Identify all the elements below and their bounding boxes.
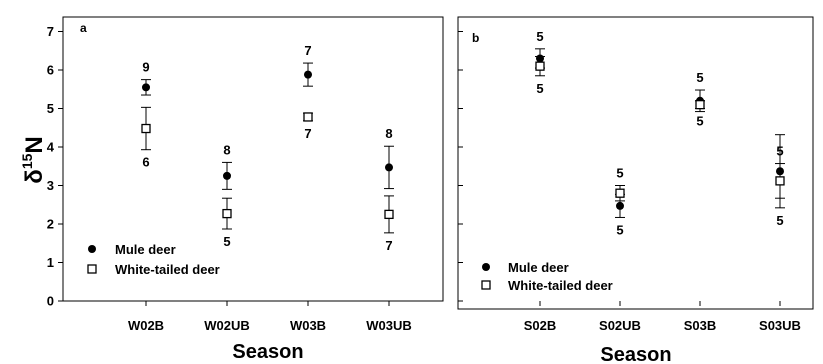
legend-mule-deer-label: Mule deer: [115, 242, 176, 257]
panel-a-letter: a: [80, 21, 87, 35]
point-white-tailed-deer: [535, 61, 545, 71]
y-tick-label: 4: [47, 140, 55, 155]
point-white-tailed-deer: [222, 208, 232, 219]
panel-a: a 0 1 2 3 4 5 6 7 W02B W02UB W03B W03UB 9 8 7 8 6 5 7 7 M…: [47, 16, 444, 333]
point-mule-deer: [223, 171, 231, 180]
panel-a-legend: Mule deer White-tailed deer: [87, 242, 220, 277]
x-tick-label: W02UB: [204, 318, 250, 333]
point-mule-deer: [304, 70, 312, 79]
panel-a-x-axis: W02B W02UB W03B W03UB: [128, 301, 412, 333]
point-white-tailed-deer: [384, 209, 394, 220]
legend-mule-deer-marker: [88, 245, 96, 253]
panel-b-letter: b: [472, 31, 479, 45]
sample-size-label: 7: [304, 43, 311, 58]
x-tick-label: W03B: [290, 318, 326, 333]
panel-a-y-axis: 0 1 2 3 4 5 6 7: [47, 24, 63, 309]
point-white-tailed-deer: [615, 188, 625, 198]
legend-white-tailed-deer-label: White-tailed deer: [508, 278, 613, 293]
sample-size-label: 5: [696, 114, 703, 129]
y-tick-label: 0: [47, 294, 54, 309]
panel-b-x-axis-title: Season: [600, 344, 671, 364]
sample-size-label: 8: [385, 126, 392, 141]
sample-size-label: 8: [223, 142, 230, 157]
legend-white-tailed-deer-label: White-tailed deer: [115, 262, 220, 277]
x-tick-label: S03UB: [759, 318, 801, 333]
point-mule-deer: [385, 163, 393, 172]
point-white-tailed-deer: [141, 123, 151, 134]
x-tick-label: S02B: [524, 318, 557, 333]
panel-b-legend: Mule deer White-tailed deer: [481, 260, 613, 293]
sample-size-label: 9: [142, 60, 149, 75]
sample-size-label: 5: [696, 70, 703, 85]
y-tick-label: 3: [47, 178, 54, 193]
sample-size-label: 5: [536, 29, 543, 44]
x-tick-label: W02B: [128, 318, 164, 333]
y-tick-label: 5: [47, 101, 54, 116]
x-tick-label: W03UB: [366, 318, 412, 333]
point-white-tailed-deer: [775, 176, 785, 186]
y-tick-label: 2: [47, 217, 54, 232]
sample-size-label: 5: [776, 144, 783, 159]
legend-white-tailed-deer-marker: [481, 280, 491, 290]
sample-size-label: 7: [304, 126, 311, 141]
point-mule-deer: [616, 201, 624, 210]
y-axis-title-text: δ15N: [19, 136, 48, 183]
y-axis-title: δ15N: [19, 136, 48, 183]
panel-b: b S02B S02UB S03B S03UB 5 5 5 5 5 5 5 5 Mule deer …: [457, 16, 814, 333]
panel-b-frame: [457, 16, 814, 310]
panel-b-marks: 5 5 5 5 5 5 5 5: [535, 29, 785, 237]
sample-size-label: 5: [536, 81, 543, 96]
y-tick-label: 1: [47, 255, 54, 270]
panel-a-frame: [62, 16, 444, 302]
sample-size-label: 5: [616, 222, 623, 237]
legend-mule-deer-marker: [482, 263, 490, 271]
legend-white-tailed-deer-marker: [87, 264, 97, 274]
point-white-tailed-deer: [303, 112, 313, 122]
panel-b-x-axis: S02B S02UB S03B S03UB: [524, 301, 801, 333]
point-white-tailed-deer: [695, 100, 705, 110]
sample-size-label: 5: [223, 234, 230, 249]
panel-b-y-axis: [458, 31, 463, 302]
sample-size-label: 5: [616, 166, 623, 181]
sample-size-label: 5: [776, 213, 783, 228]
y-tick-label: 6: [47, 63, 54, 78]
sample-size-label: 7: [385, 238, 392, 253]
point-mule-deer: [142, 83, 150, 92]
x-tick-label: S02UB: [599, 318, 641, 333]
panel-a-marks: 9 8 7 8 6 5 7 7: [141, 43, 394, 253]
legend-mule-deer-label: Mule deer: [508, 260, 569, 275]
y-tick-label: 7: [47, 24, 54, 39]
panel-a-x-axis-title: Season: [232, 341, 303, 363]
x-tick-label: S03B: [684, 318, 717, 333]
sample-size-label: 6: [142, 155, 149, 170]
